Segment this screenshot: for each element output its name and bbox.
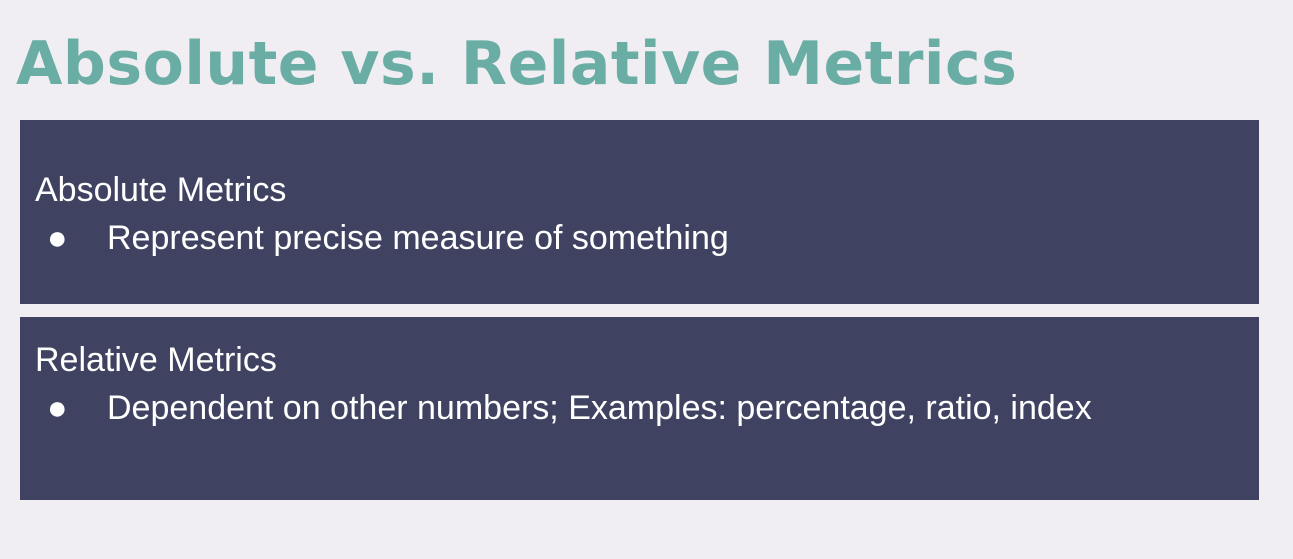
relative-metrics-heading: Relative Metrics <box>35 341 277 379</box>
bullet-icon: ● <box>47 389 68 427</box>
absolute-metrics-bullet: ● Represent precise measure of something <box>35 213 1229 263</box>
absolute-metrics-heading: Absolute Metrics <box>35 171 287 209</box>
bullet-icon: ● <box>47 219 68 257</box>
relative-metrics-bullet: ● Dependent on other numbers; Examples: … <box>35 383 1229 433</box>
slide-title: Absolute vs. Relative Metrics <box>16 29 1018 99</box>
relative-metrics-panel: Relative Metrics ● Dependent on other nu… <box>20 317 1259 500</box>
absolute-metrics-panel: Absolute Metrics ● Represent precise mea… <box>20 120 1259 304</box>
absolute-metrics-bullet-text: Represent precise measure of something <box>107 219 729 257</box>
relative-metrics-bullet-text: Dependent on other numbers; Examples: pe… <box>107 389 1092 427</box>
